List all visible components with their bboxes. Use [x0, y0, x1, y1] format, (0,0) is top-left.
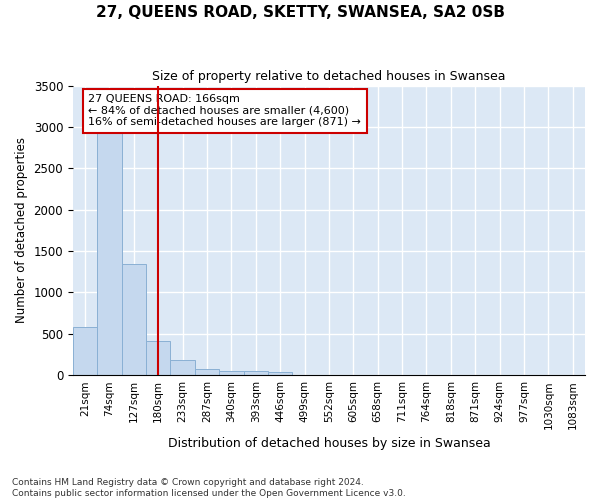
Title: Size of property relative to detached houses in Swansea: Size of property relative to detached ho…	[152, 70, 506, 83]
Bar	[122, 264, 146, 375]
Text: 27, QUEENS ROAD, SKETTY, SWANSEA, SA2 0SB: 27, QUEENS ROAD, SKETTY, SWANSEA, SA2 0S…	[95, 5, 505, 20]
Bar	[97, 132, 122, 375]
X-axis label: Distribution of detached houses by size in Swansea: Distribution of detached houses by size …	[167, 437, 490, 450]
Bar	[146, 341, 170, 375]
Text: 27 QUEENS ROAD: 166sqm
← 84% of detached houses are smaller (4,600)
16% of semi-: 27 QUEENS ROAD: 166sqm ← 84% of detached…	[88, 94, 361, 128]
Bar	[244, 372, 268, 375]
Text: Contains HM Land Registry data © Crown copyright and database right 2024.
Contai: Contains HM Land Registry data © Crown c…	[12, 478, 406, 498]
Bar	[219, 371, 244, 375]
Bar	[73, 327, 97, 375]
Bar	[195, 368, 219, 375]
Y-axis label: Number of detached properties: Number of detached properties	[15, 138, 28, 324]
Bar	[268, 372, 292, 375]
Bar	[170, 360, 195, 375]
